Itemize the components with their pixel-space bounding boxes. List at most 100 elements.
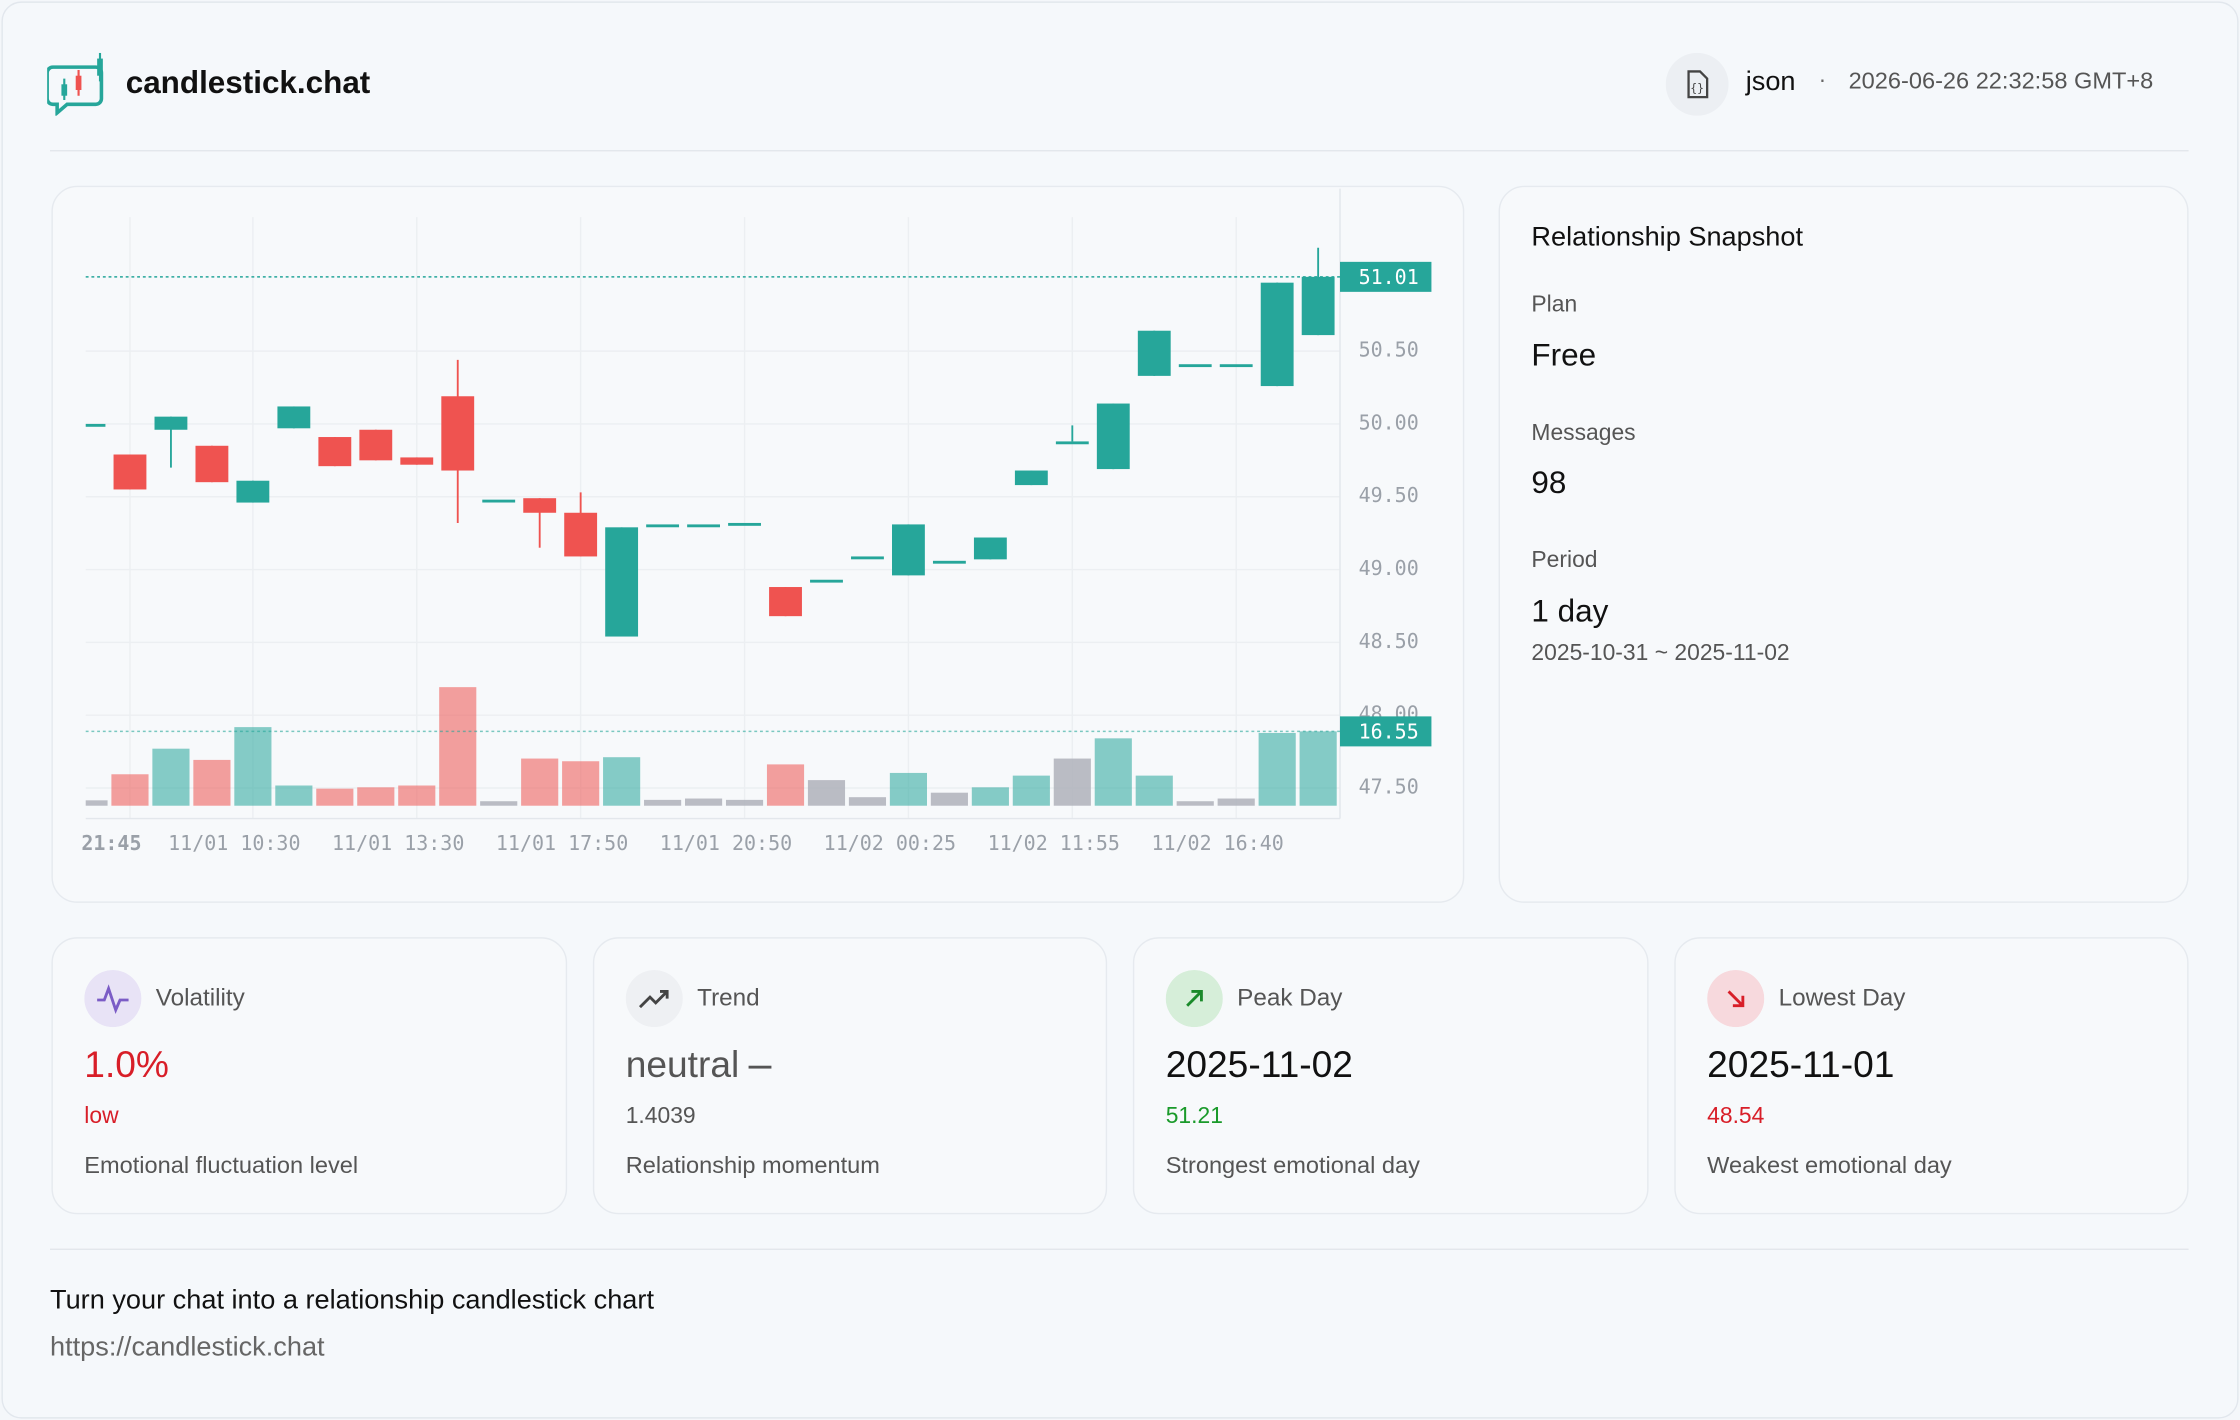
card-sub: low [84, 1104, 119, 1129]
file-icon: {} [1665, 52, 1729, 116]
price-badge-label: 51.01 [1359, 265, 1419, 289]
card-value: 2025-11-02 [1165, 1042, 1353, 1086]
card-label: Lowest Day [1778, 984, 1906, 1012]
y-tick-label: 49.50 [1359, 483, 1419, 507]
candle-layer [85, 247, 1335, 637]
candle-body [318, 437, 352, 467]
messages: 98 [1531, 464, 1567, 500]
volume-badge-label: 16.55 [1359, 719, 1419, 743]
card-value: 2025-11-01 [1707, 1042, 1895, 1086]
volume-bar [1094, 738, 1132, 806]
candle-body [564, 512, 598, 557]
plan: Free [1531, 337, 1597, 373]
file-type: json [1745, 67, 1796, 98]
volume-bar [1053, 758, 1091, 806]
y-tick-label: 48.50 [1359, 629, 1419, 653]
candle-body [359, 429, 393, 461]
candle-body [1178, 364, 1212, 368]
flat-indicator [748, 1065, 772, 1069]
separator: · [1818, 68, 1827, 93]
volume-bar [1299, 731, 1337, 806]
candle-body [810, 579, 843, 583]
card-sub: 48.54 [1707, 1104, 1765, 1129]
chart-card: 47.50 48.00 48.50 49.00 49.50 50.00 50.50 21:45… [51, 185, 1465, 903]
candle-body [400, 457, 434, 465]
y-tick-label: 47.50 [1359, 774, 1419, 798]
stat-card: Lowest Day 2025-11-01 48.54 Weakest emot… [1674, 937, 2189, 1215]
x-tick-label: 11/02 11:55 [988, 831, 1120, 855]
candle-body [687, 524, 720, 528]
card-desc: Weakest emotional day [1707, 1152, 1952, 1179]
grid: 47.5048.0048.5049.0049.5050.0050.5021:45… [81, 188, 1419, 855]
url[interactable]: https://candlestick.chat [49, 1332, 325, 1363]
x-tick-label: 21:45 [81, 831, 141, 855]
period-label: Period [1531, 548, 1598, 573]
x-tick-label: 11/01 13:30 [332, 831, 464, 855]
brand[interactable]: candlestick.chat [125, 64, 371, 100]
volume-badge [1339, 716, 1432, 747]
divider [49, 1248, 2189, 1250]
svg-text:{}: {} [1690, 81, 1704, 95]
candle-body [1260, 282, 1294, 387]
volume-bar [644, 799, 682, 806]
candle-body [154, 416, 188, 430]
price-badge [1339, 261, 1432, 292]
volume-bar [480, 801, 518, 806]
snapshot-title: Relationship Snapshot [1531, 222, 1804, 253]
volume-bar [521, 758, 559, 806]
logo [47, 52, 104, 116]
volume-bar [439, 687, 477, 806]
volume-bar [193, 759, 231, 806]
card-desc: Emotional fluctuation level [84, 1152, 359, 1179]
range: 2025-10-31 ~ 2025-11-02 [1531, 641, 1790, 666]
tagline: Turn your chat into a relationship candl… [49, 1285, 654, 1316]
snapshot-card: Relationship Snapshot Plan Free Messages… [1498, 185, 2189, 903]
card-desc: Relationship momentum [625, 1152, 880, 1179]
volume-bar [1012, 775, 1050, 806]
trend-icon [625, 969, 683, 1028]
volume-bar [725, 799, 764, 806]
candle-body [277, 406, 311, 429]
card-desc: Strongest emotional day [1165, 1152, 1420, 1179]
divider [49, 149, 2189, 152]
volatility-icon [84, 969, 142, 1028]
volume-bar [398, 785, 436, 806]
volume-bar [889, 772, 927, 806]
card-label: Trend [697, 984, 760, 1012]
candle-body [892, 524, 925, 576]
x-tick-label: 11/02 16:40 [1151, 831, 1283, 855]
card-sub: 1.4039 [625, 1104, 696, 1129]
candle-body [973, 537, 1007, 560]
x-tick-label: 11/01 10:30 [168, 831, 300, 855]
candle-body [1137, 330, 1171, 376]
candle-body [1096, 403, 1130, 470]
volume-layer [85, 687, 1337, 806]
volume-bar [357, 787, 395, 806]
candle-body [1219, 364, 1253, 368]
candle-body [523, 498, 557, 513]
candle-body [1014, 470, 1048, 486]
stat-card: Peak Day 2025-11-02 51.21 Strongest emot… [1132, 937, 1649, 1215]
volume-bar [85, 800, 108, 806]
volume-bar [930, 792, 968, 806]
volume-bar [971, 787, 1009, 806]
candle-body [1055, 441, 1089, 445]
volume-bar [1135, 775, 1173, 806]
y-tick-label: 49.00 [1359, 556, 1419, 580]
x-tick-label: 11/01 20:50 [660, 831, 792, 855]
y-tick-label: 50.00 [1359, 410, 1419, 434]
candle-body [441, 396, 475, 471]
candle-body [195, 445, 229, 483]
volume-bar [848, 797, 887, 806]
volume-bar [234, 727, 272, 806]
candle-body [605, 527, 639, 637]
volume-bar [603, 757, 641, 806]
stat-card: Volatility 1.0% low Emotional fluctuatio… [51, 937, 568, 1215]
card-value: 1.0% [84, 1042, 169, 1086]
volume-bar [152, 748, 190, 806]
candle-body [851, 556, 884, 560]
volume-bar [1258, 732, 1296, 806]
volume-bar [562, 761, 600, 806]
